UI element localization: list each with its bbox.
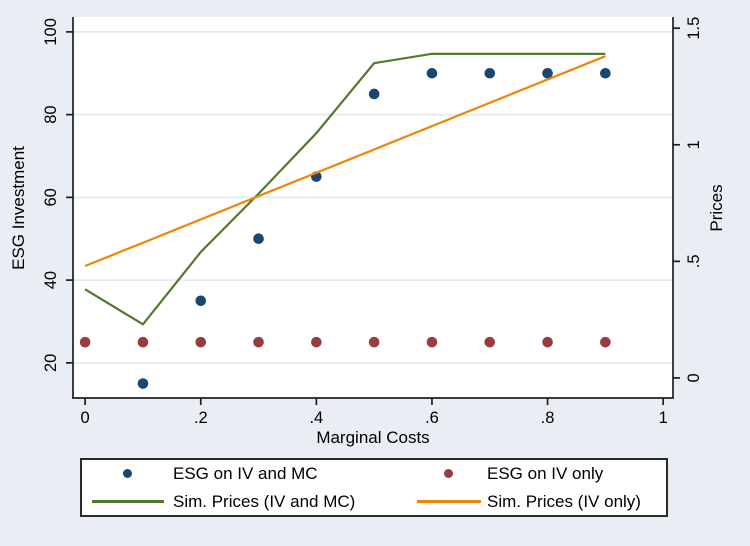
data-point-navy (137, 378, 149, 389)
legend-entry-esg-iv-mc: ESG on IV and MC (82, 460, 410, 488)
x-tick-label: 1 (659, 409, 668, 427)
x-tick-label: .6 (425, 409, 439, 427)
data-point-maroon (137, 336, 149, 348)
y-left-tick-label: 20 (42, 354, 60, 372)
legend-label: ESG on IV only (487, 464, 604, 484)
y-left-tick-label: 60 (42, 188, 60, 206)
data-point-maroon (195, 336, 207, 348)
plot-area (73, 17, 673, 398)
green-line-icon (91, 500, 164, 503)
x-axis-title: Marginal Costs (316, 428, 429, 447)
legend-label: Sim. Prices (IV only) (487, 491, 641, 511)
legend-marker-cell (410, 469, 487, 479)
legend-entry-sim-prices-iv-mc: Sim. Prices (IV and MC) (82, 488, 410, 516)
legend-entry-esg-iv-only: ESG on IV only (410, 460, 666, 488)
maroon-dot-icon (444, 469, 453, 479)
data-point-navy (195, 295, 207, 307)
legend-entry-sim-prices-iv-only: Sim. Prices (IV only) (410, 488, 666, 516)
data-point-navy (600, 67, 611, 79)
x-tick-label: .8 (541, 409, 555, 427)
data-line-orange (84, 55, 606, 268)
x-tick-label: .2 (194, 409, 208, 427)
x-tick-label: 0 (81, 409, 90, 427)
y-left-axis-title: ESG Investment (9, 146, 28, 270)
data-point-maroon (542, 336, 553, 348)
data-point-navy (253, 233, 264, 245)
legend-label: Sim. Prices (IV and MC) (173, 491, 356, 511)
orange-line-icon (416, 500, 481, 503)
legend-label: ESG on IV and MC (173, 464, 318, 484)
data-point-maroon (311, 336, 322, 348)
data-point-maroon (426, 336, 438, 348)
legend-marker-cell (82, 500, 173, 503)
legend: ESG on IV and MC ESG on IV only Sim. Pri… (80, 458, 668, 517)
y-right-tick-label: .5 (685, 254, 703, 268)
legend-marker-cell (82, 469, 173, 479)
data-point-navy (368, 88, 380, 100)
data-point-navy (484, 67, 496, 79)
chart-generated-layer: 20 40 60 80 100 0 .5 1 1.5 0 .2 .4 .6 .8 1 (42, 17, 703, 427)
data-point-maroon (484, 336, 496, 348)
navy-dot-icon (123, 469, 132, 479)
x-tick-label: .4 (309, 409, 323, 427)
y-left-tick-label: 80 (42, 105, 60, 123)
y-right-tick-label: 1.5 (685, 17, 703, 40)
data-point-navy (426, 67, 438, 79)
data-point-maroon (600, 336, 611, 348)
y-right-tick-label: 1 (685, 140, 703, 149)
legend-marker-cell (410, 500, 487, 503)
data-point-maroon (368, 336, 380, 348)
data-point-maroon (79, 336, 91, 348)
y-left-tick-label: 40 (42, 271, 60, 289)
y-right-tick-label: 0 (685, 373, 703, 382)
data-point-maroon (253, 336, 264, 348)
data-line-green (84, 52, 606, 326)
y-left-tick-label: 100 (42, 18, 60, 46)
data-point-navy (542, 67, 553, 79)
y-right-axis-title: Prices (707, 184, 726, 231)
